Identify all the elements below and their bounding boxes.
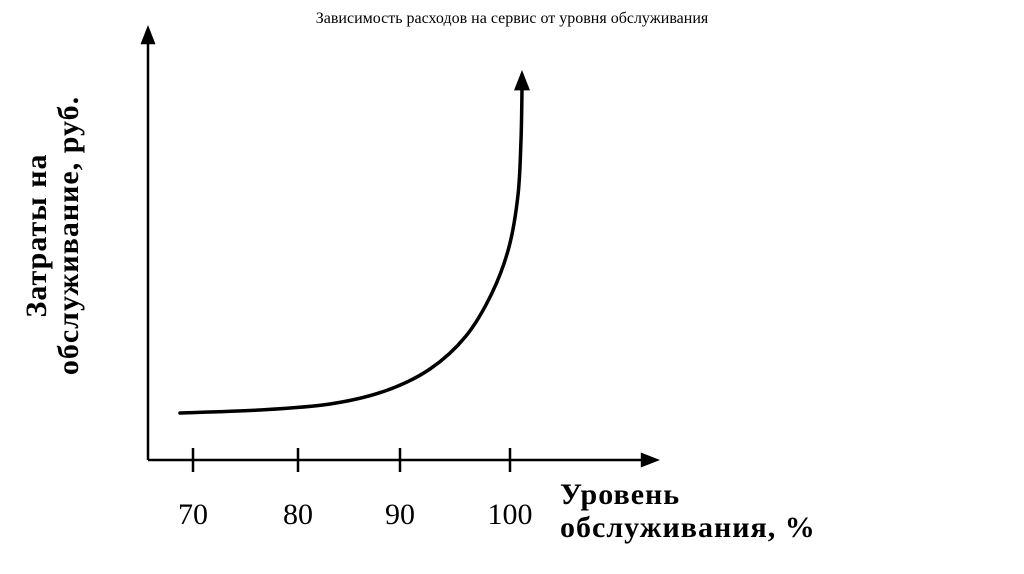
axes-group	[141, 25, 661, 468]
x-axis-label-line1: Уровень	[560, 478, 1020, 511]
x-tick-label: 80	[268, 498, 328, 532]
x-tick-label: 100	[480, 498, 540, 532]
curve-group	[180, 70, 530, 413]
x-axis-label-block: Уровень обслуживания, %	[560, 478, 1020, 544]
x-tick-label: 70	[163, 498, 223, 532]
chart-stage: Зависимость расходов на сервис от уровня…	[0, 0, 1024, 574]
x-tick-label: 90	[370, 498, 430, 532]
x-axis-label-line2: обслуживания, %	[560, 511, 1020, 544]
